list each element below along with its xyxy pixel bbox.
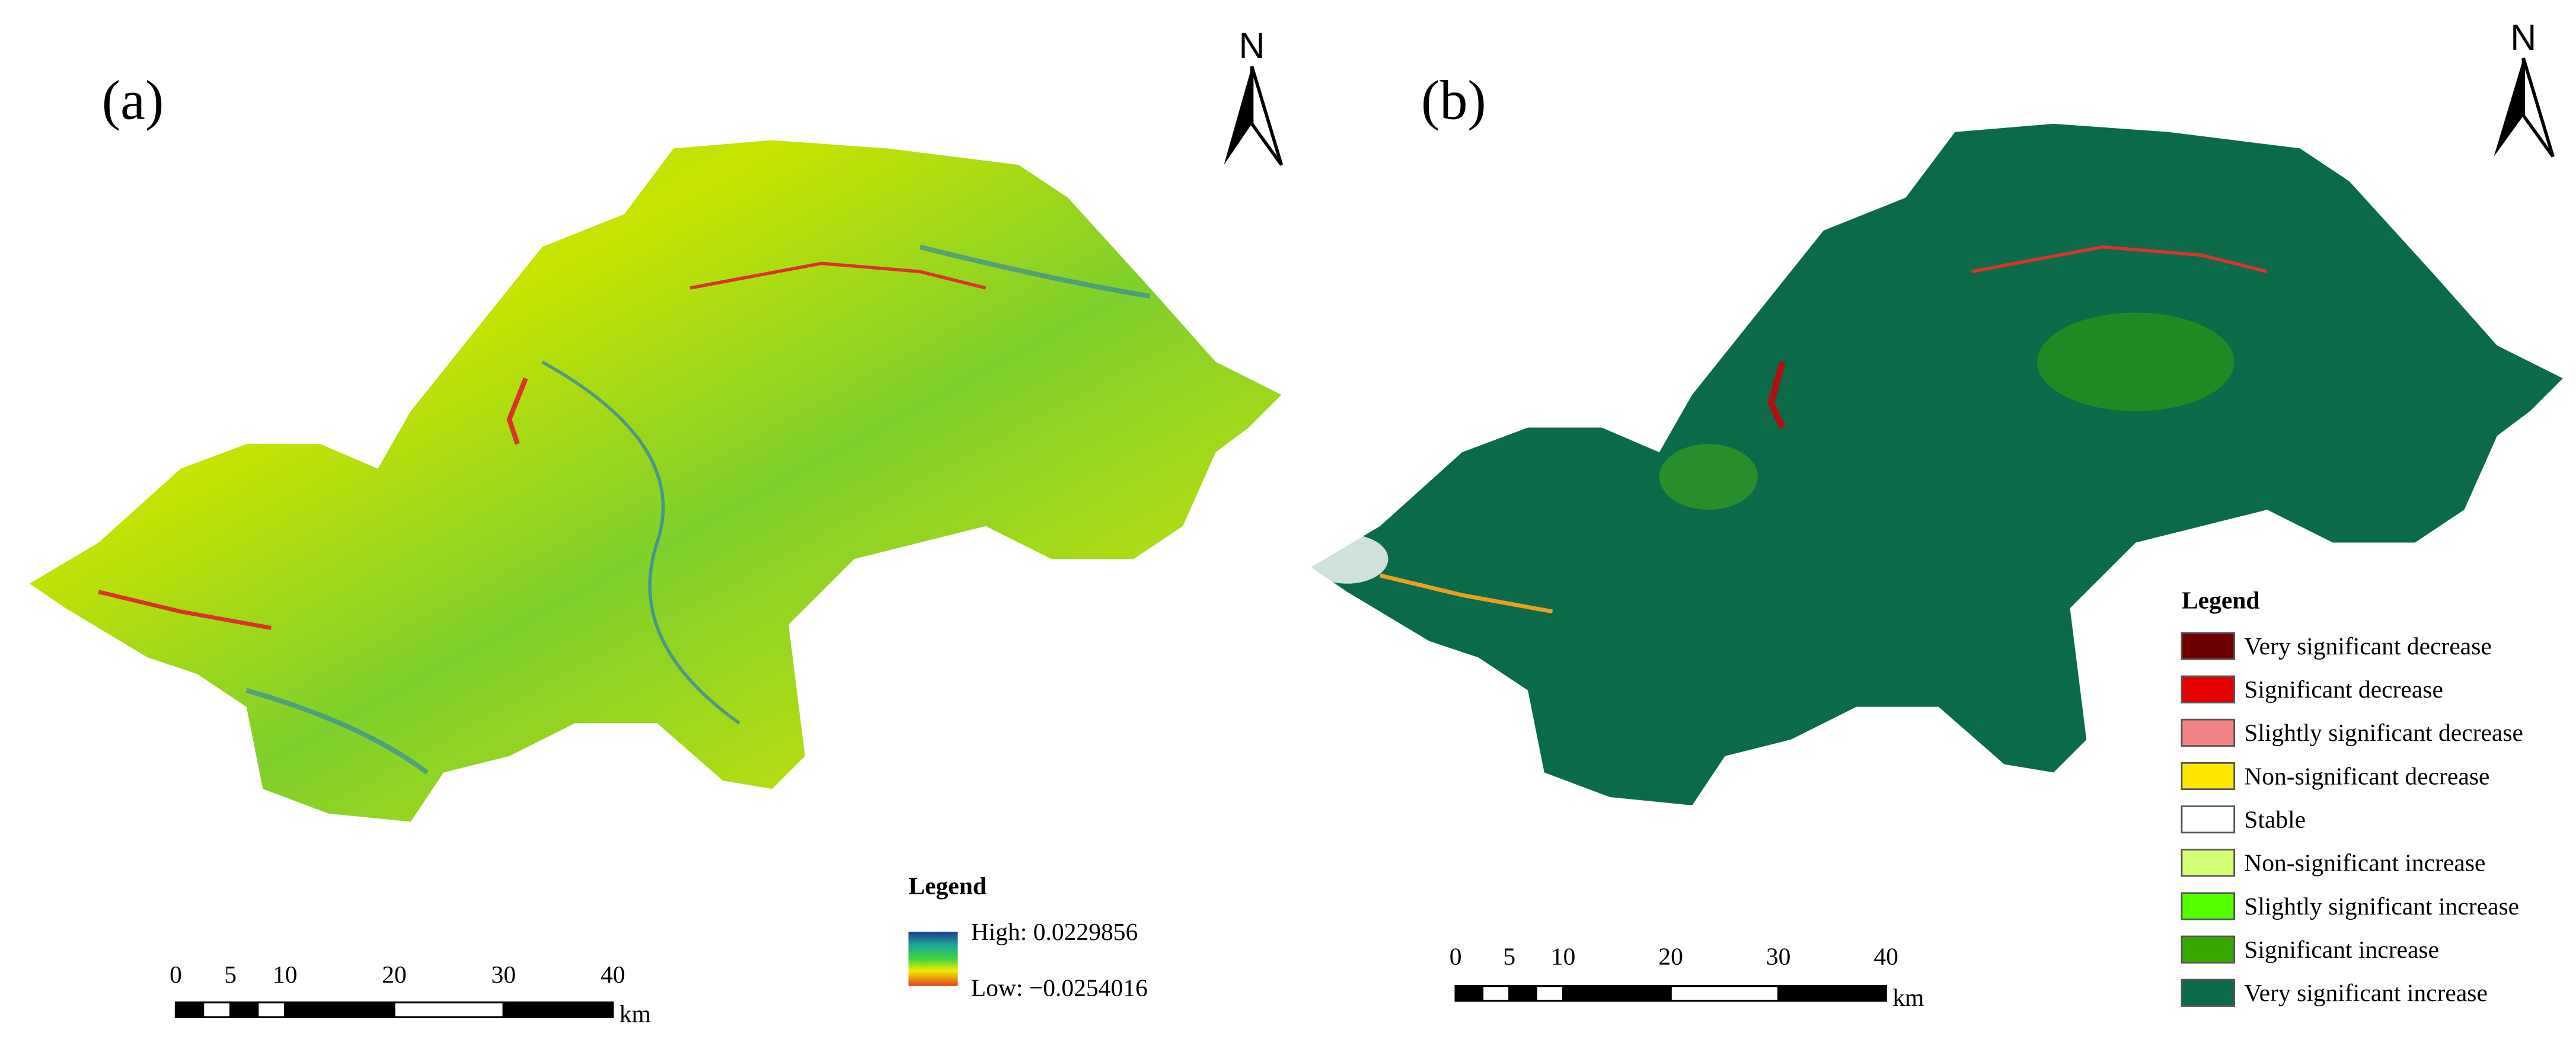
legend-swatch <box>2181 849 2236 877</box>
legend-swatch <box>2181 805 2236 834</box>
scale-segment <box>1670 985 1780 1002</box>
legend-high: High: 0.0229856 <box>971 918 1138 945</box>
legend-label: Stable <box>2244 806 2306 833</box>
scale-segment <box>502 1001 614 1018</box>
scale-tick-label: 40 <box>601 961 625 988</box>
panel-label: (b) <box>1421 70 1486 132</box>
scale-tick-label: 20 <box>382 961 407 988</box>
legend-swatch <box>2181 978 2236 1007</box>
scale-segment <box>257 1001 286 1018</box>
river <box>1971 245 2268 273</box>
legend-swatch <box>2181 675 2236 703</box>
patch <box>1659 444 1758 510</box>
river <box>1767 361 1786 429</box>
scale-segment <box>229 1001 259 1018</box>
legend-title: Legend <box>908 872 987 899</box>
north-arrow-left <box>2494 58 2524 157</box>
scale-tick-label: 40 <box>1873 943 1898 970</box>
legend-label: Slightly significant decrease <box>2244 719 2523 746</box>
river <box>1379 573 1553 614</box>
map-a <box>29 140 1282 822</box>
legend-swatch <box>2181 762 2236 791</box>
north-label: N <box>2510 17 2536 57</box>
legend-label: Non-significant decrease <box>2244 762 2489 789</box>
legend-label: Very significant increase <box>2244 979 2488 1006</box>
scale-tick-label: 20 <box>1658 943 1683 970</box>
river <box>506 377 528 445</box>
scale-tick-label: 30 <box>491 961 516 988</box>
legend-swatch <box>2181 935 2236 964</box>
map-b <box>1305 123 2563 805</box>
scale-tick-label: 0 <box>1450 943 1462 970</box>
scale-segment <box>202 1001 232 1018</box>
scale-segment <box>174 1001 205 1018</box>
north-arrow-right <box>1250 66 1284 166</box>
scale-tick-label: 5 <box>1504 943 1516 970</box>
patch <box>2037 312 2235 411</box>
river <box>690 261 987 290</box>
scale-segment <box>284 1001 395 1018</box>
legend-low: Low: −0.0254016 <box>971 974 1148 1001</box>
legend-swatch <box>2181 632 2236 660</box>
patch <box>1305 534 1388 584</box>
north-label: N <box>1239 25 1265 66</box>
scale-segment <box>1562 985 1672 1002</box>
scale-unit: km <box>1892 984 1924 1011</box>
scale-tick-label: 10 <box>273 961 298 988</box>
river <box>98 590 272 630</box>
scale-segment <box>1777 985 1887 1002</box>
stream <box>245 687 429 775</box>
scale-segment <box>1508 985 1537 1002</box>
scale-tick-label: 0 <box>170 961 182 988</box>
legend-swatch <box>2181 718 2236 747</box>
scale-segment <box>1481 985 1511 1002</box>
stream <box>919 244 1151 299</box>
legend-label: Non-significant increase <box>2244 849 2485 877</box>
scale-unit: km <box>620 1000 651 1028</box>
legend-label: Very significant decrease <box>2244 632 2492 660</box>
legend-label: Slightly significant increase <box>2244 893 2519 920</box>
stream <box>541 360 740 725</box>
legend-swatch <box>2181 892 2236 920</box>
north-arrow-right <box>2521 57 2555 158</box>
legend-label: Significant increase <box>2244 936 2439 963</box>
region-map <box>29 140 1282 822</box>
scale-segment <box>1535 985 1565 1002</box>
scale-tick-label: 30 <box>1766 943 1791 970</box>
north-arrow-left <box>1224 66 1252 165</box>
legend-title: Legend <box>2182 586 2260 613</box>
scale-segment <box>393 1001 505 1018</box>
scale-tick-label: 5 <box>224 961 237 988</box>
region-map <box>1311 123 2563 805</box>
scale-segment <box>1454 985 1484 1002</box>
panel-label: (a) <box>102 70 164 132</box>
legend-label: Significant decrease <box>2244 676 2443 703</box>
scale-tick-label: 10 <box>1551 943 1576 970</box>
legend-ramp <box>908 932 958 986</box>
